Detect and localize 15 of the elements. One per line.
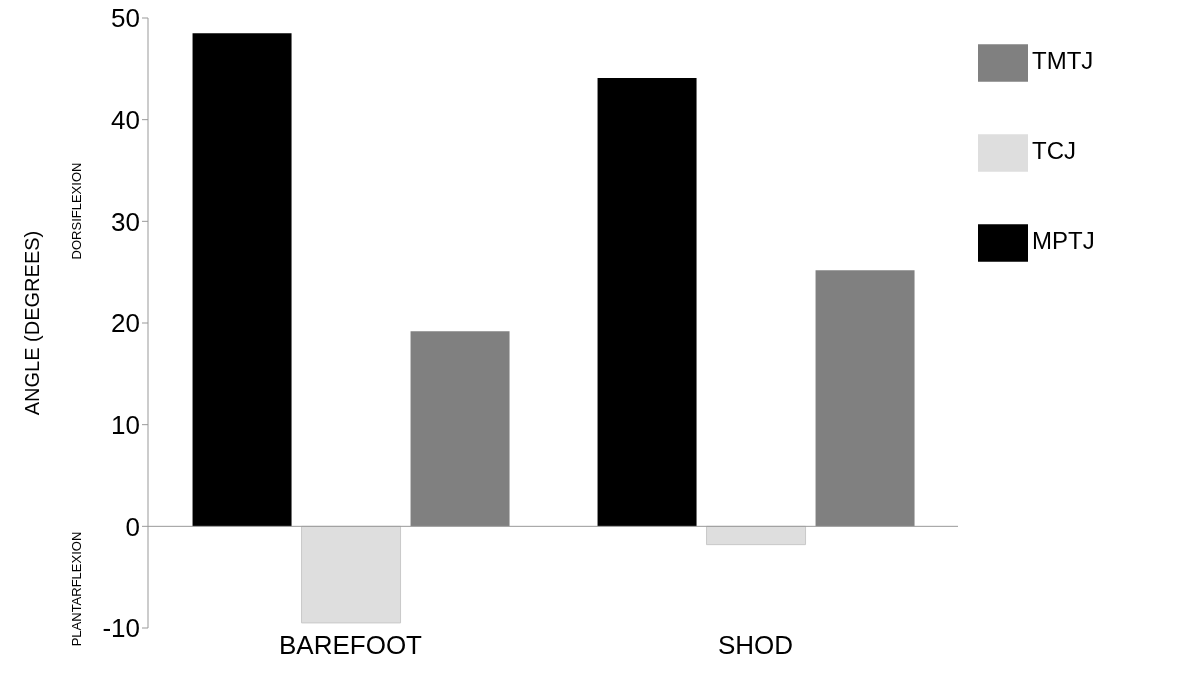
y-tick-label: 30 (111, 206, 140, 237)
x-tick-label: BAREFOOT (278, 630, 423, 661)
legend-label: MPTJ (1032, 227, 1095, 254)
y-tick-label: 0 (125, 511, 140, 542)
legend-label: TCJ (1032, 137, 1076, 164)
y-tick-label: 50 (111, 3, 140, 34)
y-tick-label: -10 (102, 613, 140, 644)
text: DORSIFLEXION (68, 162, 84, 260)
y-tick-label: 10 (111, 409, 140, 440)
x-tick-label: SHOD (717, 630, 794, 661)
text: PLANTARFLEXION (68, 532, 84, 647)
y-tick-label: 40 (111, 104, 140, 135)
y-axis-title: ANGLE (DEGREES) (20, 230, 44, 416)
legend-label: TMTJ (1032, 47, 1094, 74)
y-tick-label: 20 (111, 308, 140, 339)
